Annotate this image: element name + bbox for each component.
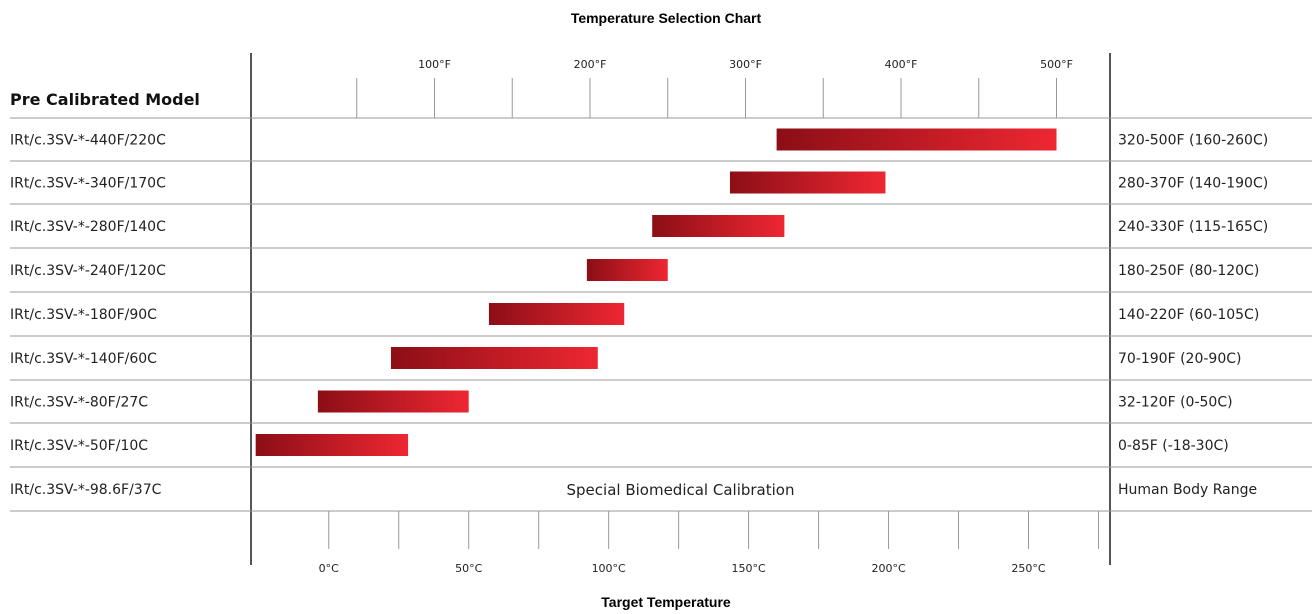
top-tick-label: 100°F — [418, 58, 451, 71]
model-label: IRt/c.3SV-*-50F/10C — [10, 438, 148, 454]
range-label: Human Body Range — [1118, 482, 1257, 498]
range-label: 0-85F (-18-30C) — [1118, 438, 1229, 454]
x-axis-label: Target Temperature — [601, 594, 731, 610]
model-label: IRt/c.3SV-*-340F/170C — [10, 176, 166, 192]
model-label: IRt/c.3SV-*-440F/220C — [10, 133, 166, 149]
bottom-axis-celsius: 0°C 50°C 100°C 150°C 200°C 250°C — [319, 511, 1099, 575]
model-label: IRt/c.3SV-*-140F/60C — [10, 351, 157, 367]
grid-lines — [10, 53, 1312, 565]
range-bar — [776, 128, 1057, 151]
range-label: 280-370F (140-190C) — [1118, 176, 1268, 192]
bottom-tick-label: 0°C — [319, 562, 339, 575]
top-tick-label: 400°F — [885, 58, 918, 71]
model-label: IRt/c.3SV-*-180F/90C — [10, 307, 157, 323]
top-tick-label: 200°F — [574, 58, 607, 71]
range-label: 180-250F (80-120C) — [1118, 263, 1259, 279]
bottom-tick-label: 50°C — [455, 562, 482, 575]
range-bar — [488, 303, 625, 325]
bottom-tick-label: 100°C — [592, 562, 626, 575]
top-axis-fahrenheit: 100°F 200°F 300°F 400°F 500°F — [356, 58, 1073, 118]
special-calibration-note: Special Biomedical Calibration — [567, 481, 795, 499]
bottom-tick-label: 150°C — [732, 562, 766, 575]
range-bar — [586, 259, 668, 281]
bottom-tick-label: 250°C — [1011, 562, 1045, 575]
range-label: 70-190F (20-90C) — [1118, 351, 1241, 367]
model-label: IRt/c.3SV-*-98.6F/37C — [10, 482, 162, 498]
model-label: IRt/c.3SV-*-80F/27C — [10, 395, 148, 411]
model-label: IRt/c.3SV-*-280F/140C — [10, 219, 166, 235]
top-tick-label: 300°F — [729, 58, 762, 71]
row-header: Pre Calibrated Model — [10, 90, 200, 109]
model-rows: IRt/c.3SV-*-440F/220C 320-500F (160-260C)… — [10, 128, 1268, 499]
bottom-tick-label: 200°C — [871, 562, 905, 575]
top-tick-label: 500°F — [1040, 58, 1073, 71]
range-label: 320-500F (160-260C) — [1118, 133, 1268, 149]
range-label: 32-120F (0-50C) — [1118, 395, 1233, 411]
range-bar — [255, 434, 409, 456]
range-bar — [390, 347, 598, 369]
range-label: 140-220F (60-105C) — [1118, 307, 1259, 323]
range-label: 240-330F (115-165C) — [1118, 219, 1268, 235]
chart-title: Temperature Selection Chart — [571, 10, 762, 26]
range-bar — [652, 215, 785, 237]
range-bar — [317, 390, 469, 413]
model-label: IRt/c.3SV-*-240F/120C — [10, 263, 166, 279]
range-bar — [729, 171, 886, 194]
